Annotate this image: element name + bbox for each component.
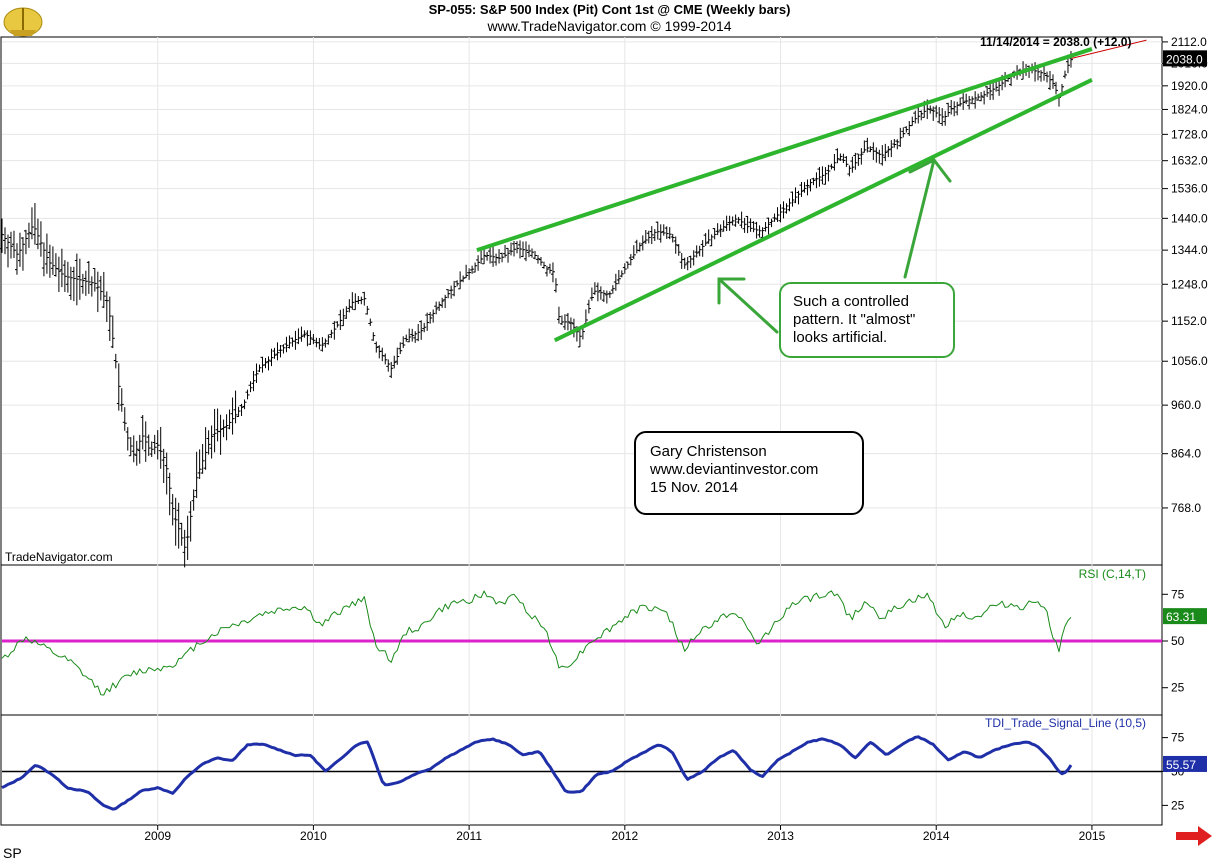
price-panel-frame [0,36,1163,566]
y-tick-label: 1728.0 [1171,127,1208,141]
ind-y-tick-label: 25 [1171,681,1185,695]
x-tick-label: 2009 [144,829,171,843]
tdi-panel-frame [0,714,1163,826]
author-note: Gary Christenson www.deviantinvestor.com… [634,431,864,515]
indicator-value: 63.31 [1166,610,1196,624]
indicator-value: 55.57 [1166,758,1196,772]
last-quote-label: 11/14/2014 = 2038.0 (+12.0) [980,35,1132,49]
x-tick-label: 2010 [300,829,327,843]
x-tick-label: 2015 [1079,829,1106,843]
pattern-note: Such a controlled pattern. It "almost" l… [779,282,955,358]
right-arrow-head [908,158,952,183]
lower-trendline [553,78,1093,343]
right-arrow-shaft [903,158,936,279]
trade-navigator-logo [3,7,43,37]
ind-y-tick-label: 75 [1171,587,1185,601]
left-arrow-shaft [717,277,779,334]
y-tick-label: 1536.0 [1171,182,1208,196]
y-tick-label: 864.0 [1171,447,1201,461]
rsi-series [1,590,1162,696]
x-tick-label: 2011 [456,829,482,843]
indicator-value-badge [1163,608,1207,625]
trend-channel [476,39,1147,343]
upper-trendline [476,47,1093,253]
annotation-arrows [717,158,952,334]
ind-y-tick-label: 75 [1171,731,1185,745]
chart-subtitle: www.TradeNavigator.com © 1999-2014 [487,18,732,34]
y-tick-label: 1824.0 [1171,102,1208,116]
x-tick-label: 2013 [767,829,794,843]
y-tick-label: 1440.0 [1171,211,1208,225]
indicator-value-badge [1163,755,1207,772]
watermark: TradeNavigator.com [5,550,113,564]
y-tick-label: 768.0 [1171,501,1201,515]
y-tick-label: 2112.0 [1171,35,1207,49]
y-tick-label: 1632.0 [1171,154,1208,168]
gridlines [2,37,1162,825]
ind-y-tick-label: 50 [1171,634,1185,648]
chart-title: SP-055: S&P 500 Index (Pit) Cont 1st @ C… [428,2,791,17]
last-price-badge [1163,50,1207,67]
x-tick-label: 2012 [611,829,638,843]
ind-y-tick-label: 25 [1171,798,1185,812]
indicator-line [1,590,1072,696]
indicator-title: RSI (C,14,T) [1079,567,1146,581]
indicator-line [1,735,1073,811]
y-tick-label: 1920.0 [1171,79,1208,93]
projection-line [1071,39,1147,59]
last-price-value: 2038.0 [1166,52,1203,66]
y-tick-label: 1248.0 [1171,277,1208,291]
y-tick-label: 1344.0 [1171,243,1208,257]
tdi-series [1,735,1162,811]
price-bars [0,51,1073,568]
axis-labels: 20092010201120122013201420152112.02016.0… [144,35,1208,843]
symbol-label: SP [3,845,22,861]
left-arrow-head [717,277,746,305]
y-tick-label: 1056.0 [1171,354,1208,368]
y-tick-label: 1152.0 [1171,314,1207,328]
y-tick-label: 960.0 [1171,398,1201,412]
scroll-right-arrow-icon[interactable] [1176,826,1212,846]
indicator-title: TDI_Trade_Signal_Line (10,5) [985,716,1146,730]
x-tick-label: 2014 [923,829,950,843]
